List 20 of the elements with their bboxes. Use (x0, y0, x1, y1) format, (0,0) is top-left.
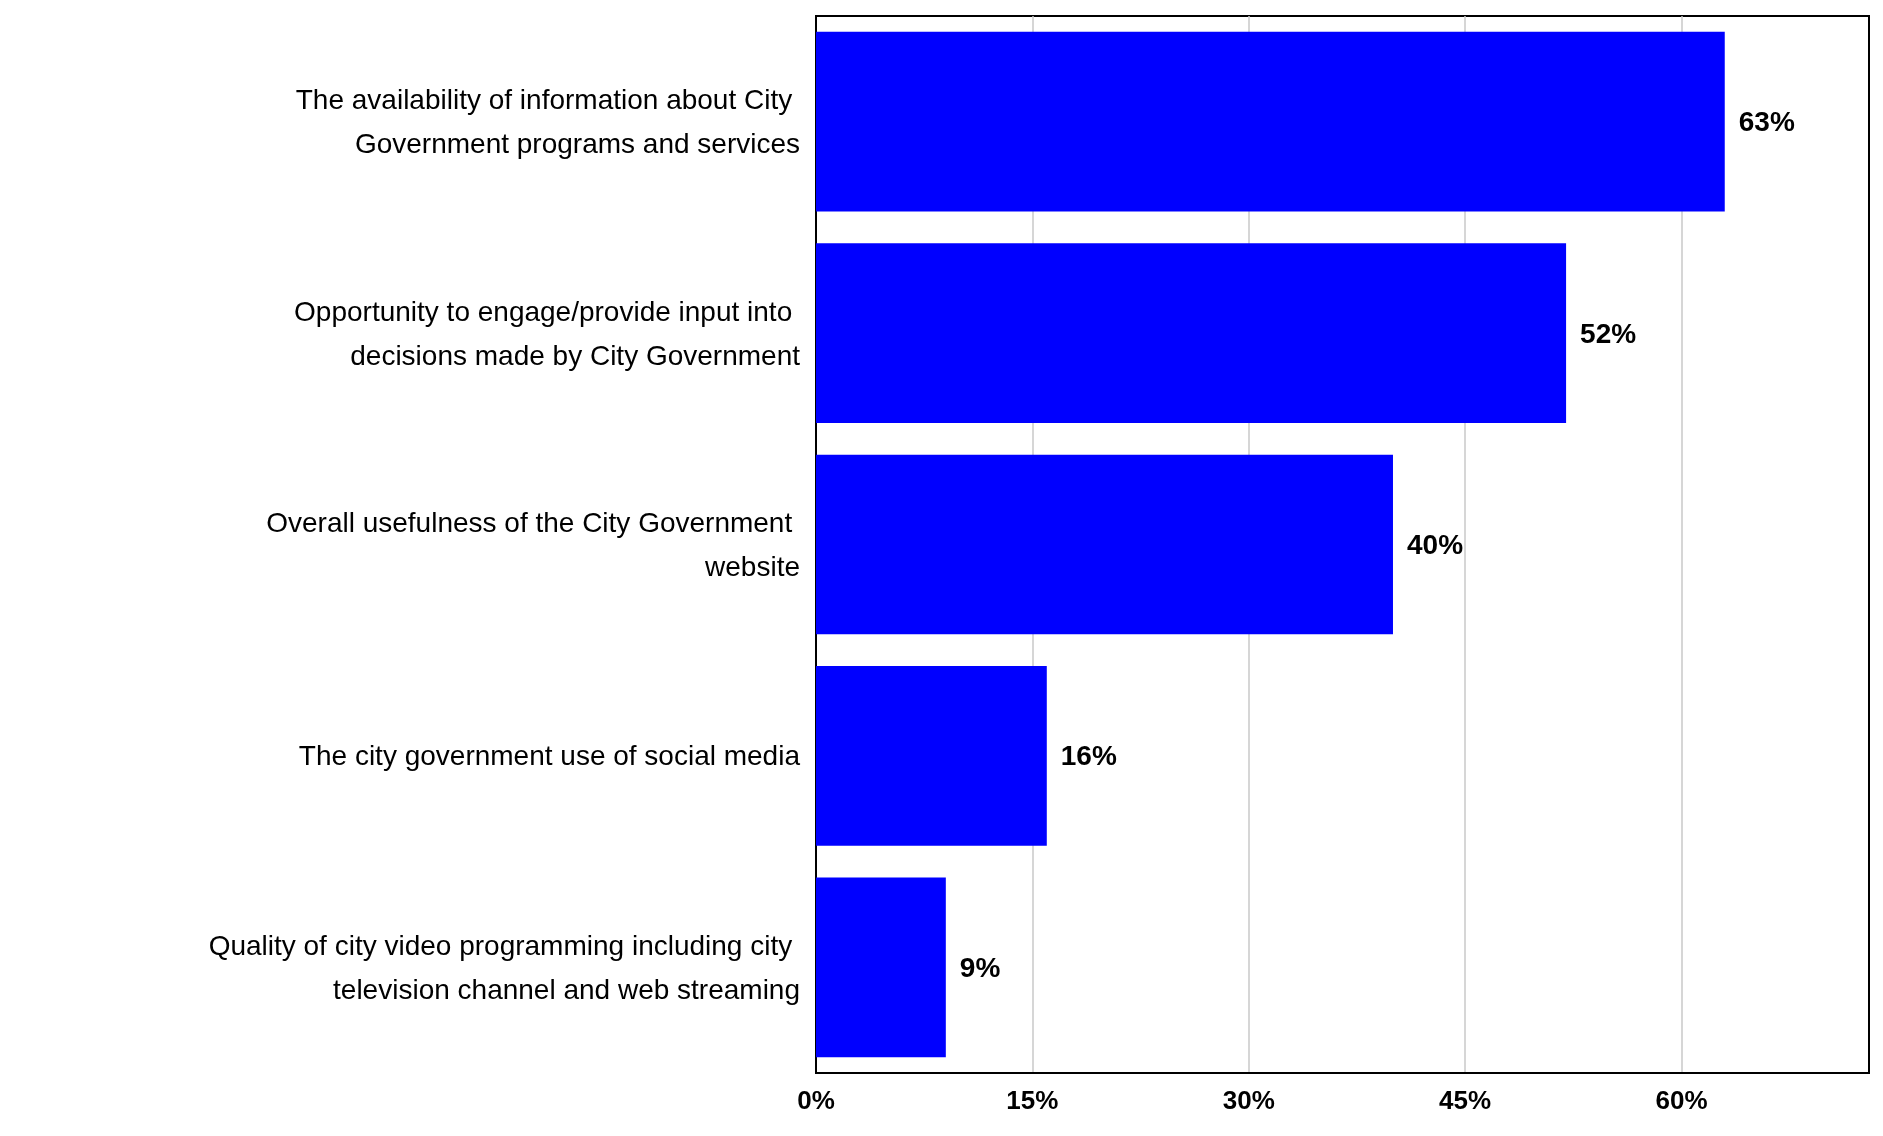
y-tick-label: Opportunity to engage/provide input into decisions made by City Government (294, 295, 801, 371)
data-label: 9% (959, 951, 1001, 983)
data-label: 63% (1738, 106, 1795, 138)
data-label: 16% (1060, 740, 1117, 772)
bar (816, 454, 1393, 635)
x-tick-label: 60% (1655, 1085, 1708, 1115)
y-tick-label: Quality of city video programming including city television channel and web streaming (208, 929, 800, 1005)
y-tick-label: Overall usefulness of the City Government website (266, 507, 800, 582)
x-tick-label: 45% (1439, 1085, 1492, 1115)
x-tick-label: 30% (1222, 1085, 1275, 1115)
bar (816, 666, 1047, 846)
y-tick-label: The city government use of social media (298, 740, 801, 772)
bar (816, 243, 1567, 423)
data-label: 40% (1406, 529, 1464, 560)
bar (816, 31, 1725, 212)
y-tick-label: The availability of information about City Government programs and services (295, 84, 800, 160)
data-label: 52% (1580, 317, 1637, 349)
bar (816, 877, 946, 1058)
x-tick-label: 15% (1006, 1085, 1059, 1115)
x-tick-label: 0% (797, 1085, 835, 1115)
